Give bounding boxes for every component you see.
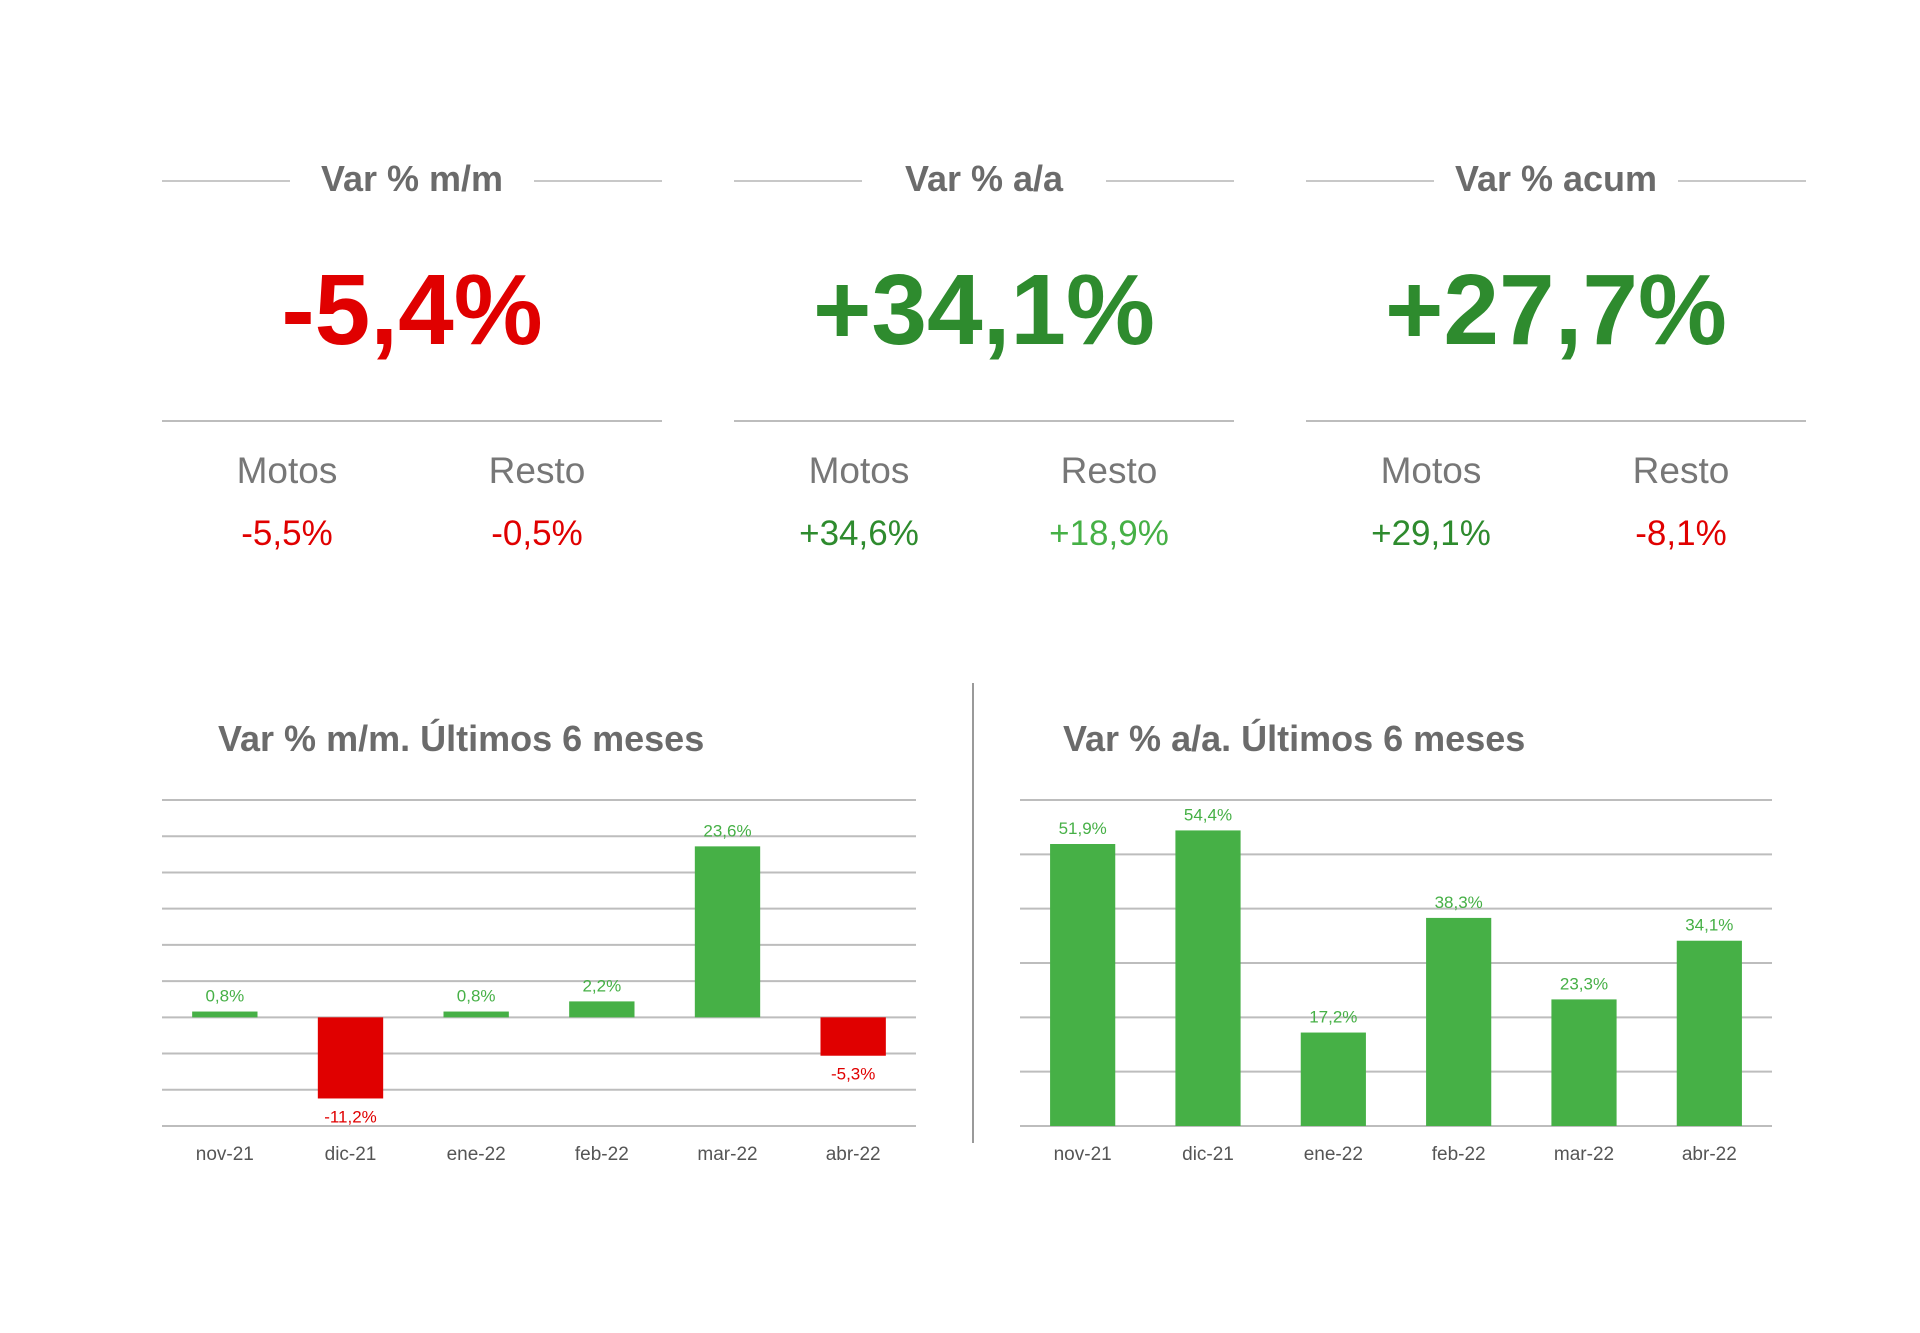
breakdown-value: +18,9% — [1049, 514, 1169, 553]
header-rule-left — [734, 180, 862, 182]
kpi-value: +27,7% — [1385, 254, 1727, 366]
data-label: 0,8% — [205, 987, 244, 1006]
breakdown-value: -8,1% — [1635, 514, 1727, 553]
data-label: 0,8% — [457, 987, 496, 1006]
breakdown-motos: Motos +34,6% — [734, 446, 984, 556]
breakdown-label: Motos — [236, 450, 338, 491]
header-rule-right — [1106, 180, 1234, 182]
chart-title-mm: Var % m/m. Últimos 6 meses — [218, 718, 705, 759]
breakdown-motos: Motos -5,5% — [162, 446, 412, 556]
breakdown-resto: Resto -0,5% — [412, 446, 662, 556]
breakdown-motos: Motos +29,1% — [1306, 446, 1556, 556]
kpi-title: Var % m/m — [320, 158, 504, 199]
chart-separator — [972, 683, 974, 1143]
kpi-block-acum: Var % acum +27,7% Motos +29,1% Resto -8,… — [1306, 150, 1806, 556]
kpi-divider — [1306, 420, 1806, 422]
header-rule-left — [1306, 180, 1434, 182]
x-tick-label: dic-21 — [325, 1144, 377, 1165]
breakdown-value: -0,5% — [491, 514, 583, 553]
kpi-value: +34,1% — [813, 254, 1155, 366]
kpi-block-mm: Var % m/m -5,4% Motos -5,5% Resto -0,5% — [162, 150, 662, 556]
breakdown-label: Resto — [1060, 450, 1158, 491]
bar-mar-22 — [694, 846, 761, 1018]
breakdown-value: -5,5% — [241, 514, 333, 553]
kpi-value: -5,4% — [281, 254, 543, 366]
kpi-title: Var % a/a — [904, 158, 1064, 199]
header-rule-left — [162, 180, 290, 182]
x-tick-label: feb-22 — [575, 1144, 629, 1165]
chart-title-aa: Var % a/a. Últimos 6 meses — [1063, 718, 1526, 759]
breakdown-label: Motos — [808, 450, 910, 491]
breakdown-label: Motos — [1380, 450, 1482, 491]
bar-feb-22 — [569, 1001, 635, 1018]
kpi-header: Var % m/m — [162, 150, 662, 210]
breakdown-resto: Resto -8,1% — [1556, 446, 1806, 556]
breakdown-label: Resto — [488, 450, 586, 491]
x-tick-label: nov-21 — [196, 1144, 254, 1165]
kpi-block-aa: Var % a/a +34,1% Motos +34,6% Resto +18,… — [734, 150, 1234, 556]
breakdown-value: +34,6% — [799, 514, 919, 553]
x-tick-label: mar-22 — [697, 1144, 757, 1165]
data-label: -11,2% — [324, 1107, 377, 1126]
bar-ene-22 — [443, 1011, 509, 1018]
kpi-header: Var % acum — [1306, 150, 1806, 210]
kpi-divider — [734, 420, 1234, 422]
bar-nov-21 — [192, 1011, 258, 1018]
header-rule-right — [534, 180, 662, 182]
kpi-breakdown: Motos -5,5% Resto -0,5% — [162, 446, 662, 556]
data-label: -5,3% — [831, 1065, 875, 1084]
data-label: 23,6% — [703, 821, 751, 840]
x-tick-label: abr-22 — [826, 1144, 881, 1165]
bar-dic-21 — [317, 1017, 384, 1099]
data-label: 2,2% — [582, 976, 621, 995]
header-rule-right — [1678, 180, 1806, 182]
breakdown-resto: Resto +18,9% — [984, 446, 1234, 556]
kpi-divider — [162, 420, 662, 422]
kpi-title: Var % acum — [1454, 158, 1658, 199]
breakdown-label: Resto — [1632, 450, 1730, 491]
x-tick-label: ene-22 — [447, 1144, 506, 1165]
kpi-header: Var % a/a — [734, 150, 1234, 210]
kpi-breakdown: Motos +34,6% Resto +18,9% — [734, 446, 1234, 556]
bar-abr-22 — [820, 1017, 886, 1056]
kpi-breakdown: Motos +29,1% Resto -8,1% — [1306, 446, 1806, 556]
breakdown-value: +29,1% — [1371, 514, 1491, 553]
